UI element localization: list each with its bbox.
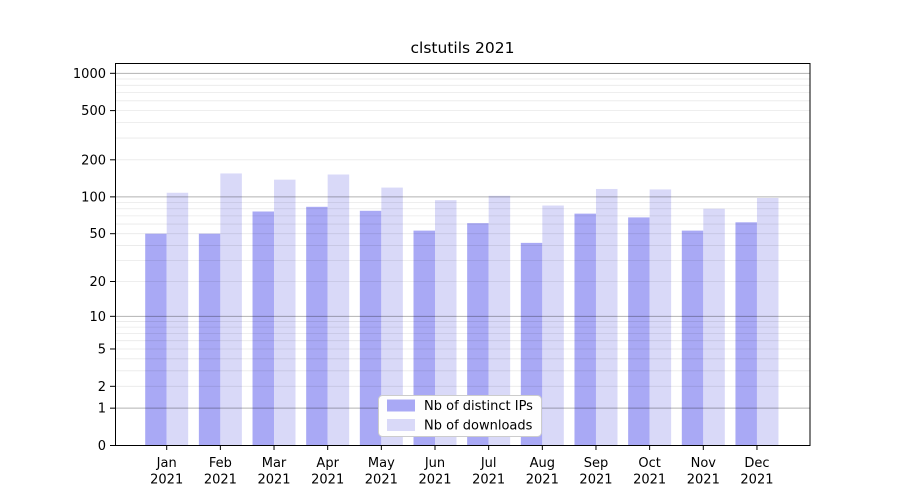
y-tick-label: 5 bbox=[98, 342, 106, 357]
bar-downloads bbox=[595, 188, 618, 446]
bar-downloads bbox=[649, 189, 672, 446]
gridlines-layer bbox=[115, 72, 810, 409]
x-tick-label-month: Apr bbox=[316, 456, 339, 471]
y-tick-label: 1000 bbox=[73, 67, 106, 82]
bar-downloads bbox=[756, 197, 779, 446]
x-tick-label-year: 2021 bbox=[472, 473, 505, 488]
bar-distinct-ips bbox=[306, 206, 328, 446]
bar-downloads bbox=[166, 192, 189, 446]
y-tick-label: 10 bbox=[89, 310, 106, 325]
legend-swatch-distinct-ips bbox=[387, 399, 415, 412]
bar-distinct-ips bbox=[574, 213, 596, 446]
y-tick-label: 1 bbox=[98, 402, 106, 417]
x-tick-label-year: 2021 bbox=[311, 473, 344, 488]
x-tick-label-month: Jun bbox=[424, 456, 445, 471]
y-tick-label: 0 bbox=[98, 439, 106, 454]
x-tick-label-month: Aug bbox=[530, 456, 555, 471]
bar-distinct-ips bbox=[520, 242, 543, 446]
x-tick-label-month: Jul bbox=[480, 456, 497, 471]
bar-distinct-ips bbox=[413, 230, 435, 446]
bar-downloads bbox=[703, 208, 725, 446]
bar-distinct-ips bbox=[252, 211, 275, 446]
y-tick-label: 500 bbox=[81, 104, 106, 119]
x-tick-label-year: 2021 bbox=[687, 473, 720, 488]
bar-downloads bbox=[327, 174, 350, 446]
x-tick-label-year: 2021 bbox=[526, 473, 559, 488]
y-tick-label: 20 bbox=[89, 275, 106, 290]
y-tick-label: 200 bbox=[81, 153, 106, 168]
bars-layer bbox=[145, 173, 779, 446]
legend-label-downloads: Nb of downloads bbox=[424, 419, 533, 434]
x-tick-label-year: 2021 bbox=[579, 473, 612, 488]
x-tick-label-month: Nov bbox=[691, 456, 717, 471]
y-tick-label: 2 bbox=[98, 380, 106, 395]
x-tick-label-month: Jan bbox=[156, 456, 177, 471]
x-tick-label-month: Feb bbox=[209, 456, 232, 471]
legend-label-distinct-ips: Nb of distinct IPs bbox=[424, 399, 533, 414]
bar-distinct-ips bbox=[681, 230, 704, 446]
y-tick-label: 100 bbox=[81, 190, 106, 205]
x-tick-label-year: 2021 bbox=[150, 473, 183, 488]
x-tick-label-year: 2021 bbox=[365, 473, 398, 488]
x-tick-label-year: 2021 bbox=[418, 473, 451, 488]
bar-downloads bbox=[488, 195, 511, 446]
bar-downloads bbox=[381, 187, 403, 446]
bar-downloads bbox=[542, 205, 564, 446]
x-tick-label-month: Mar bbox=[262, 456, 287, 471]
legend-box bbox=[378, 395, 542, 437]
legend: Nb of distinct IPs Nb of downloads bbox=[378, 395, 542, 437]
x-tick-label-month: Dec bbox=[744, 456, 769, 471]
bar-distinct-ips bbox=[359, 210, 382, 446]
x-tick-label-year: 2021 bbox=[204, 473, 237, 488]
x-tick-label-month: May bbox=[368, 456, 395, 471]
bar-downloads bbox=[435, 200, 457, 446]
chart-title: clstutils 2021 bbox=[411, 39, 515, 57]
x-axis-ticks: Jan 2021 Feb 2021 Mar 2021 Apr 2021 May 2021 Jun 20… bbox=[150, 445, 774, 488]
x-tick-label-month: Sep bbox=[584, 456, 609, 471]
bar-distinct-ips bbox=[145, 233, 167, 446]
y-tick-label: 50 bbox=[89, 227, 106, 242]
bar-downloads bbox=[220, 173, 242, 446]
bar-distinct-ips bbox=[198, 233, 221, 446]
bar-distinct-ips bbox=[628, 217, 650, 446]
bar-downloads bbox=[274, 179, 296, 446]
x-tick-label-month: Oct bbox=[638, 456, 660, 471]
plot-border bbox=[115, 63, 811, 446]
legend-swatch-downloads bbox=[387, 419, 415, 431]
bar-distinct-ips bbox=[467, 223, 489, 446]
bar-distinct-ips bbox=[735, 222, 757, 446]
x-tick-label-year: 2021 bbox=[257, 473, 290, 488]
x-tick-label-year: 2021 bbox=[633, 473, 666, 488]
x-tick-label-year: 2021 bbox=[740, 473, 773, 488]
